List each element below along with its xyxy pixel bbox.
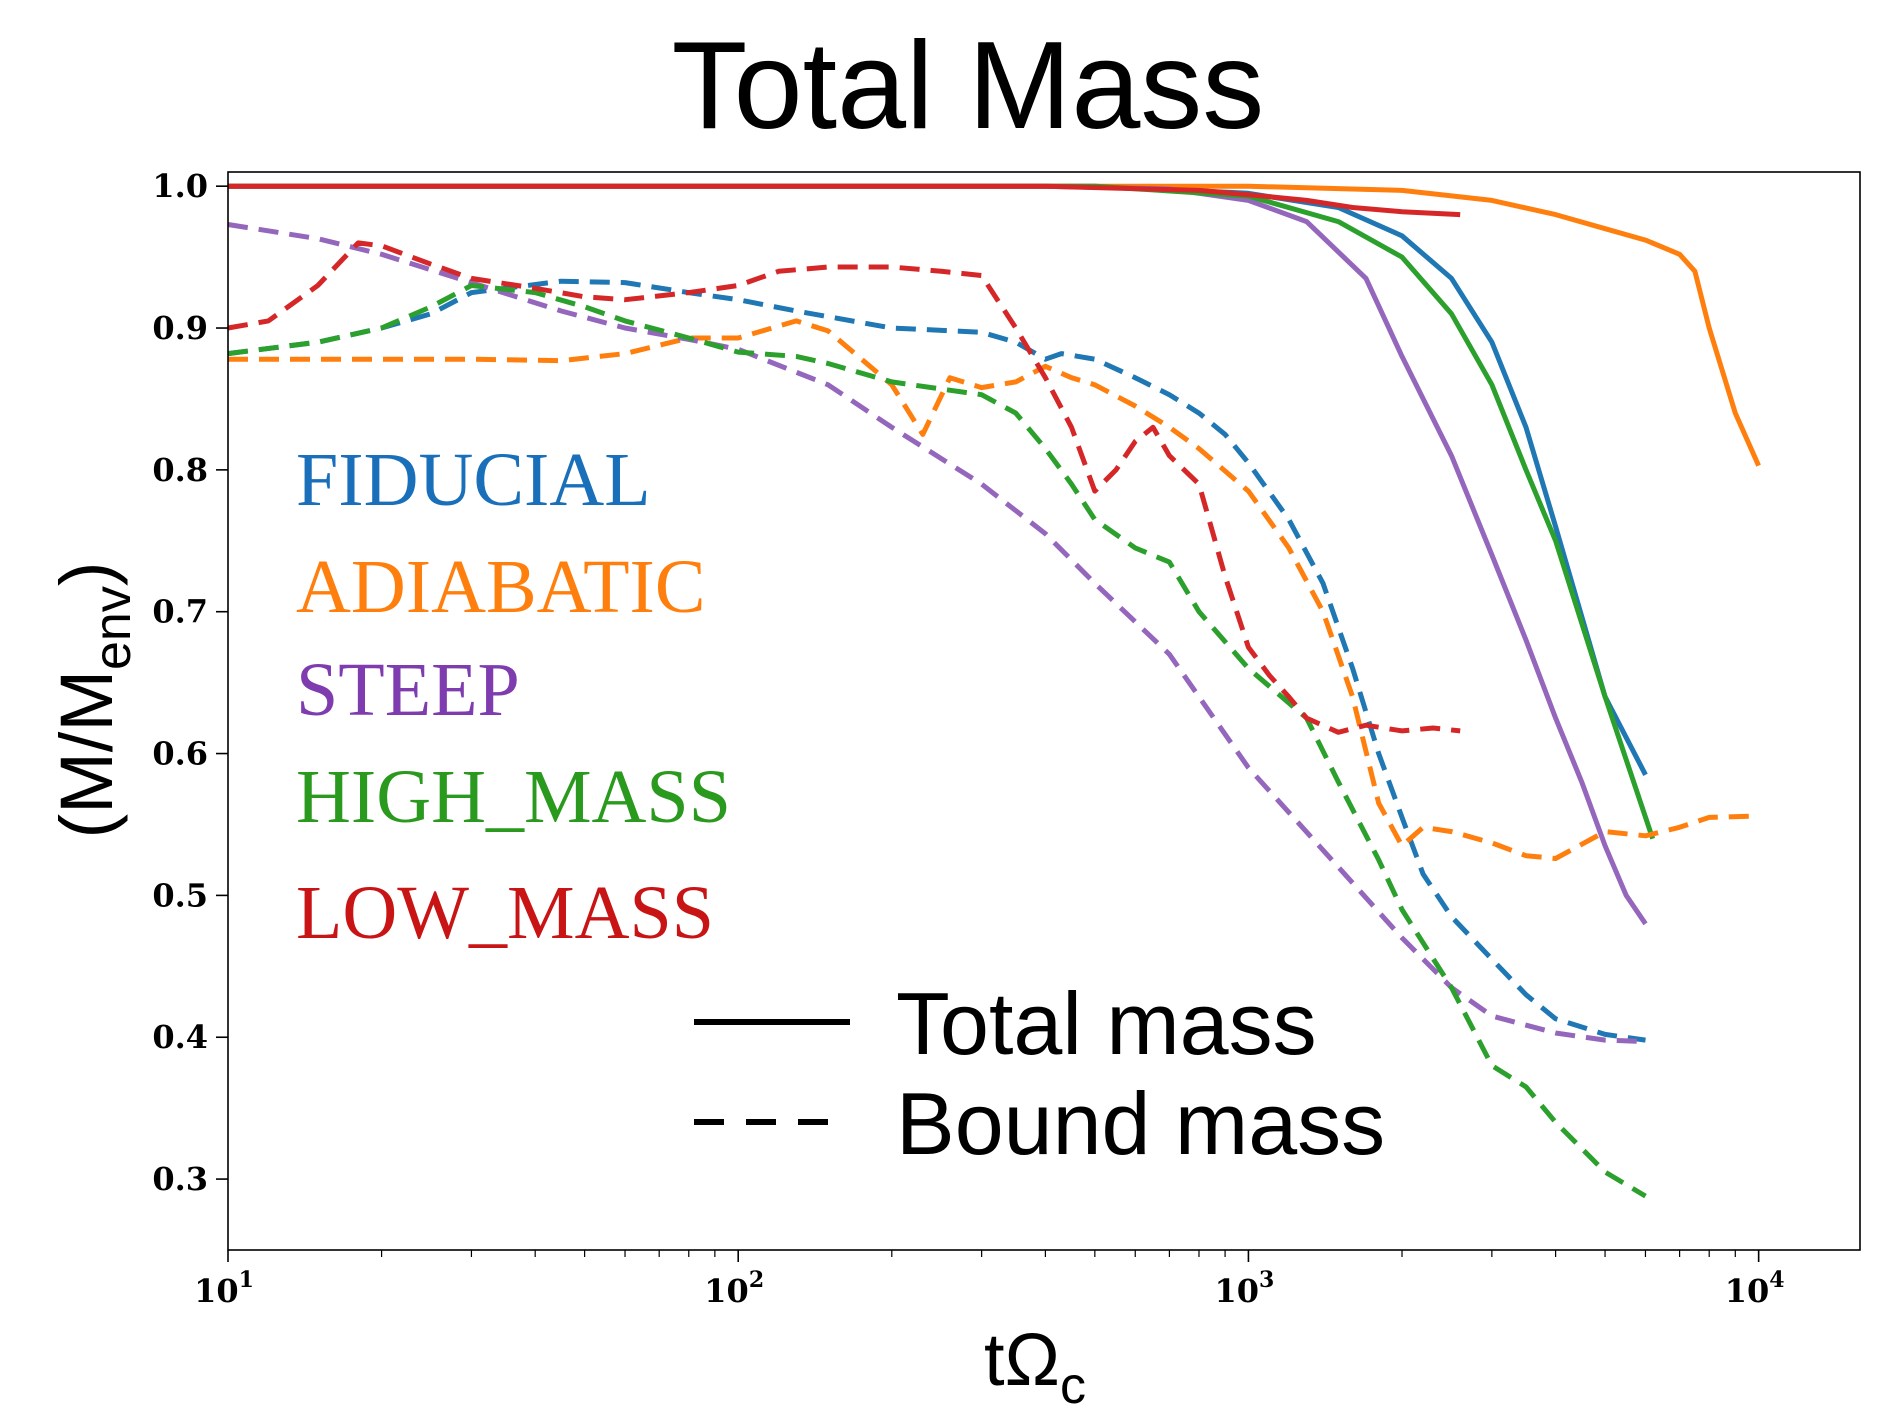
y-axis: 1.0 0.9 0.8 0.7 0.6 0.5 0.4 0.3 [152,167,228,1198]
x-axis-label: tΩc [984,1318,1086,1415]
x-tick-label: 103 [1215,1267,1275,1310]
chart-title: Total Mass [672,17,1265,155]
y-tick-label: 0.8 [152,451,208,489]
legend-model-steep: STEEP [296,648,520,732]
y-tick-label: 0.9 [152,309,208,347]
model-legend: FIDUCIAL ADIABATIC STEEP HIGH_MASS LOW_MASS [296,438,731,955]
y-axis-label: (M/Menv) [45,562,142,839]
y-axis-label-close: ) [45,562,128,587]
x-axis-label-main: tΩ [984,1318,1060,1401]
y-tick-label: 0.6 [152,735,208,773]
y-tick-label: 0.4 [152,1018,208,1056]
legend-model-high-mass: HIGH_MASS [296,755,731,839]
x-tick-label: 104 [1725,1267,1785,1310]
x-axis: 101 102 103 104 [194,1250,1785,1310]
legend-label-solid: Total mass [896,974,1317,1073]
series-line-high-mass-bound [227,283,1647,1199]
y-tick-label: 1.0 [152,167,208,205]
legend-label-dashed: Bound mass [896,1074,1385,1173]
y-tick-label: 0.5 [152,876,208,914]
plot-frame [227,171,1861,1251]
y-tick-label: 0.7 [152,593,208,631]
legend-model-adiabatic: ADIABATIC [296,545,706,629]
y-tick-label: 0.3 [152,1160,208,1198]
y-axis-label-subscript: env [84,586,142,670]
series-line-adiabatic-total [228,183,1761,467]
x-tick-label: 102 [704,1267,764,1310]
series-line-low-mass-bound [227,240,1461,735]
x-tick-label: 101 [194,1267,254,1310]
legend-model-low-mass: LOW_MASS [296,871,714,955]
series-layer [227,183,1761,1199]
series-line-fiducial-bound [227,278,1646,1043]
series-line-low-mass-total [228,183,1461,218]
x-axis-label-subscript: c [1060,1357,1086,1415]
series-line-adiabatic-bound [228,318,1759,861]
y-axis-label-main: (M/M [45,670,128,839]
series-line-steep-bound [227,222,1646,1044]
legend-model-fiducial: FIDUCIAL [296,438,651,522]
